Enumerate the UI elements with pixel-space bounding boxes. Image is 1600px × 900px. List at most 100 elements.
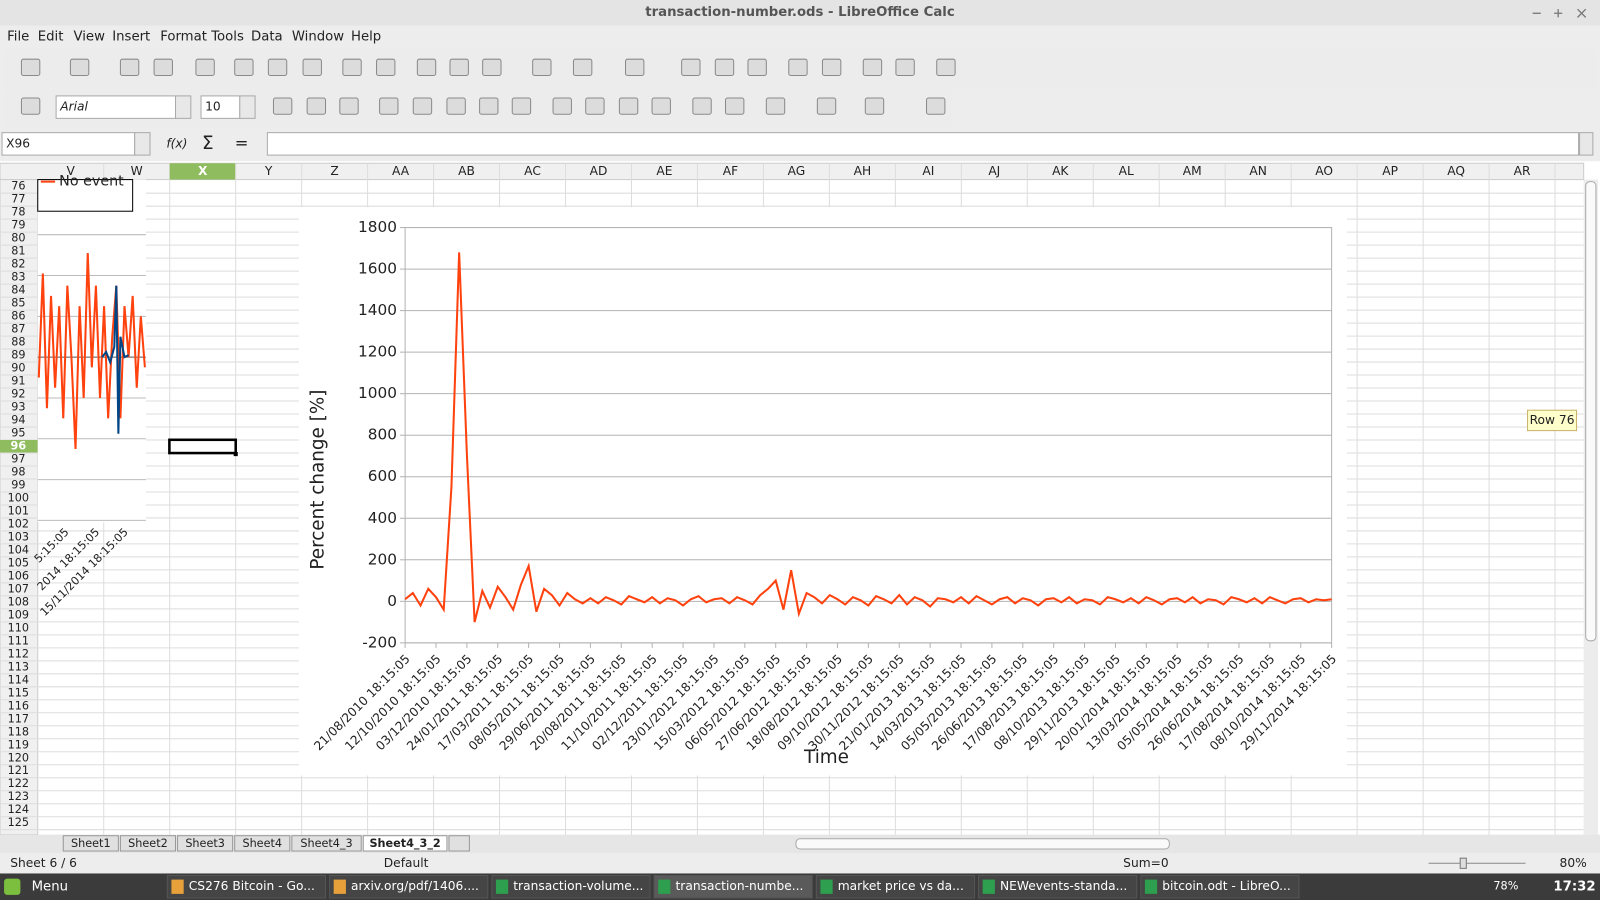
toolbar-button[interactable] xyxy=(482,58,502,77)
toolbar-button[interactable] xyxy=(153,58,173,77)
font-name-dropdown[interactable] xyxy=(175,95,192,119)
toolbar-button[interactable] xyxy=(618,97,639,115)
row-header[interactable]: 108 xyxy=(8,595,29,608)
sheet-tab[interactable] xyxy=(291,835,362,852)
taskbar-item[interactable] xyxy=(329,875,489,899)
taskbar-item-label[interactable]: NEWevents-standa... xyxy=(1000,879,1127,893)
column-header[interactable]: W xyxy=(131,164,143,178)
column-header[interactable]: AC xyxy=(524,164,541,178)
column-header[interactable]: AP xyxy=(1382,164,1398,178)
toolbar-button[interactable] xyxy=(119,58,140,77)
menu-item[interactable]: View xyxy=(73,30,105,45)
sheet-tab-label[interactable]: Sheet3 xyxy=(185,837,225,850)
column-header[interactable]: AR xyxy=(1514,164,1531,178)
toolbar-button[interactable] xyxy=(195,58,215,77)
menu-icon[interactable] xyxy=(4,878,21,895)
close[interactable] xyxy=(1577,8,1587,18)
sheet-tab[interactable] xyxy=(234,835,291,852)
row-header[interactable]: 111 xyxy=(8,634,29,647)
column-header[interactable]: AK xyxy=(1052,164,1069,178)
toolbar-button[interactable] xyxy=(788,58,808,77)
sum-button[interactable]: Σ xyxy=(202,133,214,154)
toolbar-button[interactable] xyxy=(572,58,593,77)
menu-item[interactable]: Help xyxy=(351,30,381,45)
toolbar-button[interactable] xyxy=(532,58,552,77)
row-header[interactable]: 93 xyxy=(11,401,25,414)
row-header[interactable]: 125 xyxy=(8,816,29,829)
sheet-tab[interactable] xyxy=(177,835,234,852)
column-header[interactable]: AI xyxy=(922,164,934,178)
taskbar-item[interactable] xyxy=(978,875,1138,899)
zoom-knob[interactable] xyxy=(1459,857,1467,869)
row-header[interactable]: 116 xyxy=(8,699,29,712)
input-line[interactable] xyxy=(266,132,1580,156)
row-header[interactable]: 89 xyxy=(11,349,25,362)
name-box-dropdown[interactable] xyxy=(134,132,151,156)
row-header[interactable]: 106 xyxy=(8,569,29,582)
menu-item[interactable]: Tools xyxy=(210,30,244,45)
row-header[interactable]: 95 xyxy=(11,427,25,440)
taskbar-item-label[interactable]: CS276 Bitcoin - Go... xyxy=(189,879,315,893)
toolbar-button[interactable] xyxy=(267,58,288,77)
column-header[interactable]: AQ xyxy=(1447,164,1465,178)
taskbar-item[interactable] xyxy=(653,875,813,899)
add-sheet[interactable] xyxy=(448,835,470,852)
sheet-tab[interactable] xyxy=(362,835,448,852)
sheet-tab-label[interactable]: Sheet2 xyxy=(128,837,168,850)
row-header[interactable]: 92 xyxy=(11,388,25,401)
row-header[interactable]: 79 xyxy=(11,219,25,232)
row-header[interactable]: 104 xyxy=(8,543,29,556)
column-header[interactable]: V xyxy=(67,164,76,178)
row-header[interactable]: 124 xyxy=(8,803,29,816)
row-header[interactable]: 90 xyxy=(11,362,25,375)
toolbar-button[interactable] xyxy=(302,58,322,77)
scroll-thumb[interactable] xyxy=(1585,181,1597,642)
row-header[interactable]: 97 xyxy=(11,452,25,465)
toolbar-button[interactable] xyxy=(272,97,293,115)
sheet-tab-label[interactable]: Sheet4_3 xyxy=(300,837,352,850)
row-header[interactable]: 83 xyxy=(11,271,25,284)
formula-button[interactable]: = xyxy=(235,133,249,152)
toolbar-button[interactable] xyxy=(692,97,712,115)
maximize[interactable] xyxy=(1554,9,1563,18)
row-header[interactable]: 114 xyxy=(8,673,29,686)
toolbar-button[interactable] xyxy=(339,97,359,115)
row-header[interactable]: 112 xyxy=(8,647,29,660)
row-header[interactable]: 119 xyxy=(8,738,29,751)
column-header[interactable]: AB xyxy=(458,164,475,178)
function-wizard[interactable]: f(x) xyxy=(166,136,187,150)
row-header[interactable]: 86 xyxy=(11,310,25,323)
toolbar-button[interactable] xyxy=(625,58,645,77)
toolbar-button[interactable] xyxy=(416,58,437,77)
sheet-tab-label[interactable]: Sheet1 xyxy=(71,837,111,850)
row-header[interactable]: 115 xyxy=(8,686,29,699)
toolbar-button[interactable] xyxy=(342,58,362,77)
taskbar-item-label[interactable]: arxiv.org/pdf/1406.... xyxy=(351,879,479,893)
toolbar-button[interactable] xyxy=(20,58,41,77)
column-header[interactable]: AD xyxy=(590,164,608,178)
column-header[interactable]: AL xyxy=(1119,164,1134,178)
toolbar-button[interactable] xyxy=(714,58,735,77)
font-size-dropdown[interactable] xyxy=(239,95,256,119)
column-header[interactable]: Z xyxy=(330,164,338,178)
column-header[interactable]: AM xyxy=(1183,164,1202,178)
taskbar-item-label[interactable]: bitcoin.odt - LibreO... xyxy=(1162,879,1291,893)
row-header[interactable]: 80 xyxy=(11,232,25,245)
horizontal-scroll-thumb[interactable] xyxy=(795,838,1170,850)
row-header[interactable]: 76 xyxy=(11,180,25,193)
column-header[interactable]: AO xyxy=(1315,164,1333,178)
menu-item[interactable]: File xyxy=(7,30,29,45)
taskbar-item[interactable] xyxy=(1140,875,1300,899)
row-header[interactable]: 118 xyxy=(8,725,29,738)
taskbar-item[interactable] xyxy=(815,875,975,899)
toolbar-button[interactable] xyxy=(821,58,842,77)
row-header[interactable]: 113 xyxy=(8,660,29,673)
toolbar-button[interactable] xyxy=(747,58,767,77)
row-header[interactable]: 81 xyxy=(11,245,25,258)
toolbar-button[interactable] xyxy=(306,97,327,115)
column-header[interactable]: AH xyxy=(854,164,872,178)
row-header[interactable]: 121 xyxy=(8,764,29,777)
toolbar-button[interactable] xyxy=(69,58,90,77)
taskbar-item[interactable] xyxy=(491,875,651,899)
row-header[interactable]: 99 xyxy=(11,478,25,491)
